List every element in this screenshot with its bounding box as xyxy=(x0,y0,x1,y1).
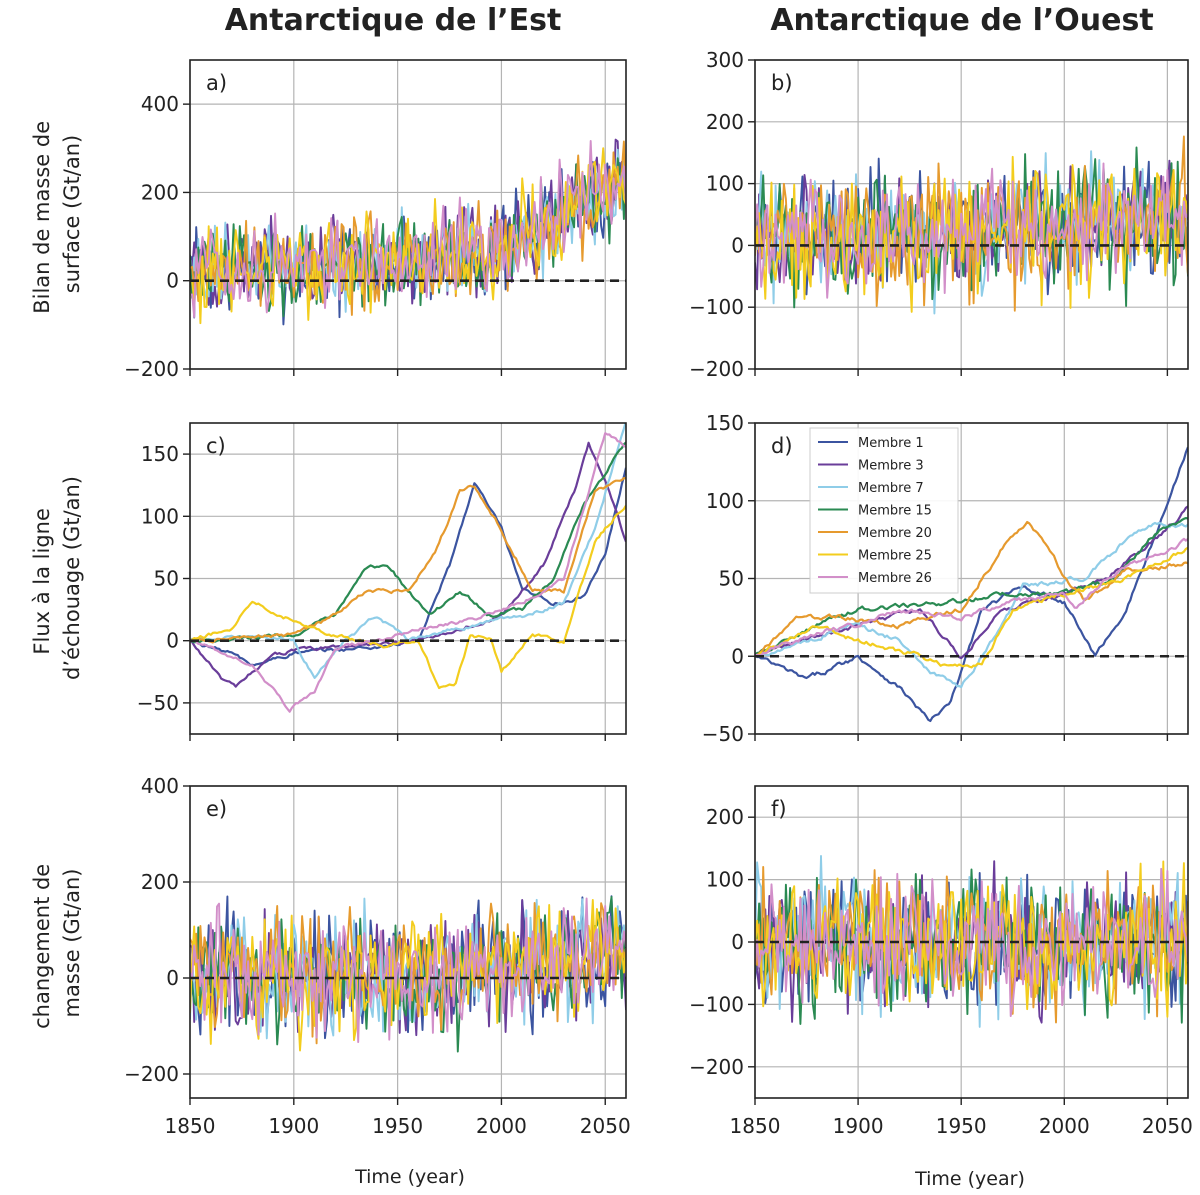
series-line-d-membre-26 xyxy=(755,537,1188,657)
xtick-label-e: 1850 xyxy=(165,1114,216,1138)
ytick-label-f: −100 xyxy=(689,992,744,1016)
series-line-f-membre-20 xyxy=(755,865,1188,1024)
series-group-f xyxy=(755,854,1188,1028)
ylabel-row2-line1: Flux à la ligne xyxy=(30,508,54,654)
ytick-label-c: 0 xyxy=(166,629,179,653)
panel-e: −200 0 200 400 1850 1900 1950 2000 2050 e) xyxy=(124,774,631,1138)
panel-a: −200 0 200 400 a) xyxy=(124,59,627,381)
column-title-east: Antarctique de l’Est xyxy=(225,3,562,38)
ytick-label-b: 100 xyxy=(706,172,744,196)
panel-label-e: e) xyxy=(206,797,227,821)
xtick-label-e: 2000 xyxy=(476,1114,527,1138)
panel-label-d: d) xyxy=(771,434,793,458)
ytick-label-b: 200 xyxy=(706,110,744,134)
panel-b: −200 −100 0 100 200 300 b) xyxy=(689,48,1189,381)
ytick-label-b: 300 xyxy=(706,48,744,72)
ytick-label-e: −200 xyxy=(124,1062,179,1086)
series-line-d-membre-20 xyxy=(755,520,1188,657)
ytick-label-a: 0 xyxy=(166,269,179,293)
ytick-label-d: 0 xyxy=(731,644,744,668)
column-title-west: Antarctique de l’Ouest xyxy=(770,3,1153,38)
legend-entry: Membre 25 xyxy=(858,549,932,564)
legend-entry: Membre 7 xyxy=(858,481,924,496)
series-line-c-membre-15 xyxy=(190,441,626,644)
xtick-label-e: 1900 xyxy=(268,1114,319,1138)
ytick-label-f: −200 xyxy=(689,1055,744,1079)
series-line-e-membre-25 xyxy=(190,898,626,1052)
ylabel-row3-line2: masse (Gt/an) xyxy=(60,869,84,1018)
ytick-label-a: −200 xyxy=(124,357,179,381)
ytick-label-e: 400 xyxy=(141,774,179,798)
ytick-label-d: 100 xyxy=(706,489,744,513)
legend-entry: Membre 3 xyxy=(858,459,924,474)
ylabel-row3-line1: changement de xyxy=(30,864,54,1029)
legend: Membre 1 Membre 3 Membre 7 Membre 15 Membre … xyxy=(809,427,959,594)
ytick-label-d: 50 xyxy=(719,567,744,591)
panel-c: −50 0 50 100 150 c) xyxy=(137,422,627,741)
xtick-label-e: 2050 xyxy=(580,1114,631,1138)
series-group-e xyxy=(190,895,626,1053)
xtick-label-f: 2050 xyxy=(1142,1114,1193,1138)
legend-entry: Membre 20 xyxy=(858,526,932,541)
ytick-label-d: −50 xyxy=(702,722,744,746)
ytick-label-f: 0 xyxy=(731,930,744,954)
series-group-c xyxy=(190,423,626,713)
series-line-d-membre-25 xyxy=(755,546,1188,669)
ytick-label-b: −200 xyxy=(689,357,744,381)
ytick-label-e: 0 xyxy=(166,966,179,990)
ytick-label-a: 400 xyxy=(141,92,179,116)
ylabel-row1: Bilan de masse de surface (Gt/an) xyxy=(30,114,84,314)
xtick-label-f: 1850 xyxy=(730,1114,781,1138)
panel-label-a: a) xyxy=(206,71,227,95)
ylabel-row3: changement de masse (Gt/an) xyxy=(30,857,84,1029)
xtick-label-f: 2000 xyxy=(1039,1114,1090,1138)
series-line-a-membre-25 xyxy=(190,147,626,325)
series-group-d xyxy=(755,446,1188,723)
ytick-label-e: 200 xyxy=(141,870,179,894)
ytick-label-c: 50 xyxy=(154,567,179,591)
panel-label-f: f) xyxy=(771,797,787,821)
legend-entry: Membre 1 xyxy=(858,436,924,451)
ytick-label-d: 150 xyxy=(706,411,744,435)
ylabel-row2: Flux à la ligne d’échouage (Gt/an) xyxy=(30,476,84,680)
ytick-label-f: 200 xyxy=(706,805,744,829)
ylabel-row1-line1: Bilan de masse de xyxy=(30,121,54,314)
xtick-label-f: 1950 xyxy=(936,1114,987,1138)
ytick-label-a: 200 xyxy=(141,180,179,204)
series-line-e-membre-26 xyxy=(190,897,626,1044)
ytick-label-b: −100 xyxy=(689,295,744,319)
ytick-label-f: 100 xyxy=(706,868,744,892)
series-group-b xyxy=(755,135,1188,315)
ytick-label-c: 100 xyxy=(141,504,179,528)
ytick-label-b: 0 xyxy=(731,233,744,257)
xlabel-left: Time (year) xyxy=(354,1166,465,1188)
xtick-label-e: 1950 xyxy=(372,1114,423,1138)
series-line-c-membre-26 xyxy=(190,432,626,713)
ytick-label-c: −50 xyxy=(137,691,179,715)
axes-frame-e xyxy=(189,785,627,1099)
panel-f: −200 −100 0 100 200 1850 1900 1950 2000 2050 f) xyxy=(689,785,1193,1138)
series-line-d-membre-7 xyxy=(755,521,1188,689)
xtick-label-f: 1900 xyxy=(833,1114,884,1138)
panel-label-c: c) xyxy=(206,434,226,458)
axes-frame-b xyxy=(754,59,1189,370)
panel-label-b: b) xyxy=(771,71,793,95)
ylabel-row1-line2: surface (Gt/an) xyxy=(60,135,84,293)
series-line-c-membre-7 xyxy=(190,423,626,679)
series-line-c-membre-25 xyxy=(190,505,626,690)
series-line-f-membre-25 xyxy=(755,860,1188,1018)
legend-entry: Membre 15 xyxy=(858,504,932,519)
legend-entry: Membre 26 xyxy=(858,571,932,586)
xlabel-right: Time (year) xyxy=(914,1168,1025,1190)
series-line-d-membre-1 xyxy=(755,446,1188,723)
series-line-c-membre-20 xyxy=(190,477,626,644)
ylabel-row2-line2: d’échouage (Gt/an) xyxy=(60,476,84,680)
ytick-label-c: 150 xyxy=(141,442,179,466)
series-group-a xyxy=(190,138,626,326)
axes-frame-a xyxy=(189,59,627,370)
series-line-b-membre-26 xyxy=(755,162,1188,299)
